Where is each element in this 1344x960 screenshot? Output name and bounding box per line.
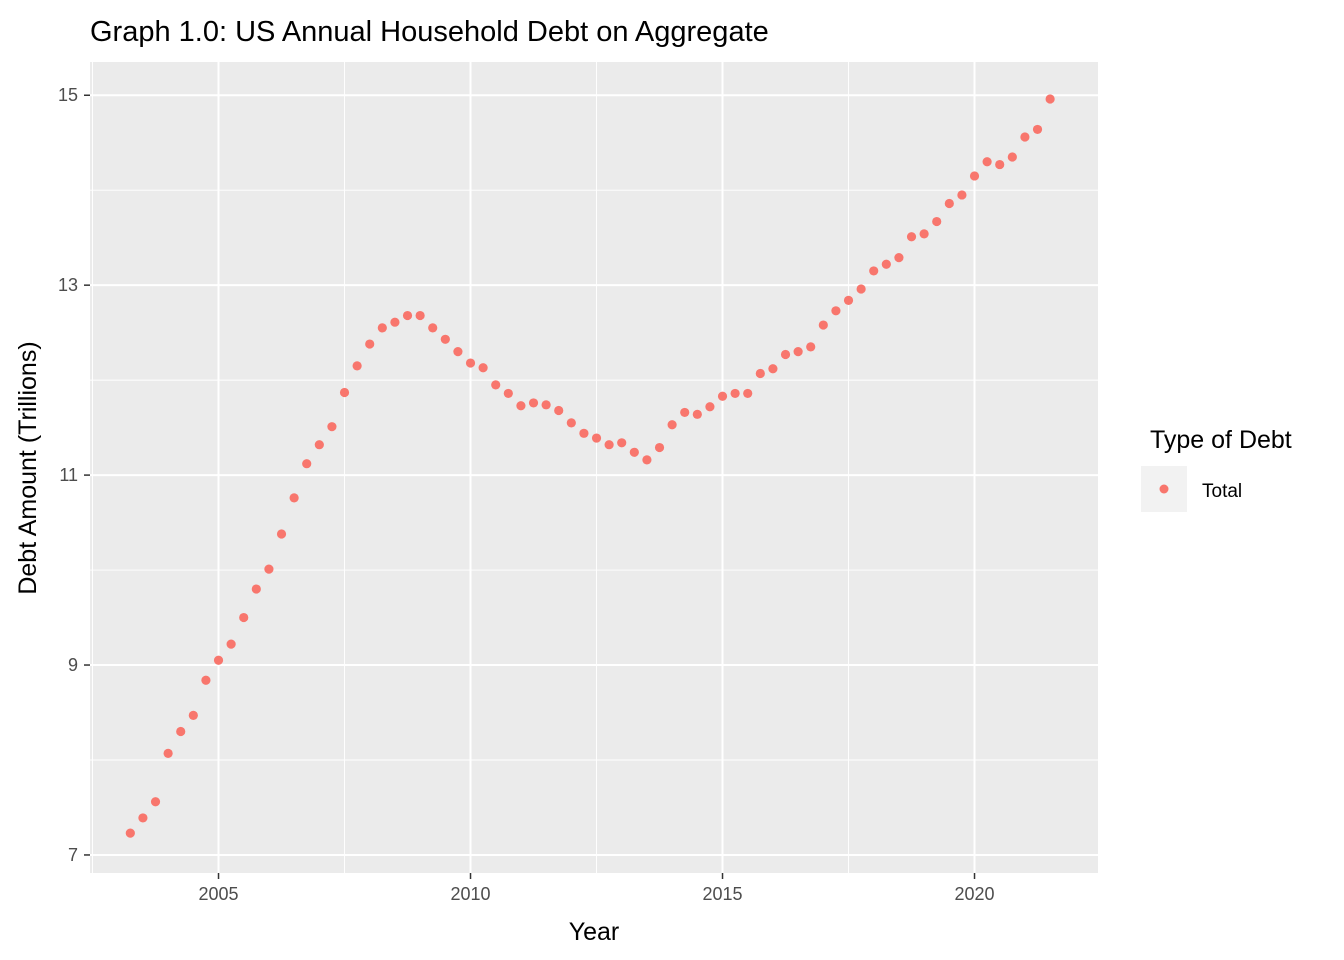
data-point [289,493,299,503]
y-tick-label: 11 [59,465,78,485]
data-point [415,310,425,321]
data-point [1032,124,1043,135]
data-point [957,190,967,200]
data-point [541,400,551,410]
data-point [302,459,312,469]
data-point [793,347,803,357]
data-point [843,295,854,305]
data-point [743,388,753,399]
x-tick-label: 2005 [198,884,238,904]
data-point [831,306,841,316]
y-tick-label: 15 [58,85,78,105]
data-point [163,748,173,758]
data-point [314,440,324,450]
data-point [528,398,539,408]
data-point [276,529,287,539]
data-point [780,349,791,360]
data-point [176,726,186,737]
data-point [604,440,614,450]
data-point [995,159,1005,170]
data-point [188,710,198,720]
data-point [251,584,261,594]
data-point [1020,132,1030,142]
data-point [1007,152,1017,162]
data-point [428,323,438,333]
data-point [932,216,942,227]
data-point [352,361,362,371]
data-point [440,334,450,344]
data-point [591,433,602,443]
data-point [617,438,627,448]
data-point [516,401,526,411]
data-point [503,388,513,399]
y-tick-label: 13 [58,275,78,295]
data-point [806,342,816,352]
data-point [818,320,828,330]
y-tick-label: 9 [68,655,78,675]
data-point [894,253,904,263]
data-point [768,364,778,374]
data-point [654,442,665,453]
data-point [680,407,690,418]
data-point [717,391,728,401]
y-axis: 7 9 11 13 15 [58,85,90,865]
data-point [642,455,652,465]
data-point [869,266,879,276]
minor-grid [90,62,1098,873]
data-point [327,422,337,432]
major-grid [90,62,1098,873]
data-point [339,387,350,398]
data-point [453,347,463,357]
x-tick-label: 2020 [954,884,994,904]
data-point [402,310,413,321]
data-point [629,447,639,457]
data-points [125,94,1055,838]
x-tick-label: 2015 [702,884,742,904]
data-point [150,797,161,807]
data-point [390,317,400,327]
data-point [478,363,488,373]
data-point [919,229,929,239]
legend-title: Type of Debt [1150,426,1292,454]
legend: Type of Debt Total [1141,426,1292,512]
data-point [692,409,702,419]
data-point [491,380,501,390]
data-point [969,171,980,181]
data-point [465,358,476,368]
data-point [755,368,765,379]
data-point [138,813,148,823]
data-point [554,405,564,416]
data-point [365,339,375,349]
data-point [705,402,715,412]
legend-marker [1159,484,1169,494]
data-point [856,284,866,294]
y-tick-label: 7 [68,845,78,865]
data-point [226,639,236,649]
data-point [213,655,224,665]
y-axis-title: Debt Amount (Trillions) [14,341,42,594]
x-axis-title: Year [569,918,620,946]
data-point [566,418,576,428]
chart-title: Graph 1.0: US Annual Household Debt on A… [90,16,769,48]
data-point [239,612,249,623]
plot-panel [90,62,1098,873]
data-point [579,428,589,438]
x-tick-label: 2010 [450,884,490,904]
legend-label-total: Total [1202,481,1242,502]
data-point [982,157,992,167]
data-point [125,828,135,838]
data-point [730,388,740,399]
data-point [1045,94,1055,104]
data-point [944,198,954,209]
data-point [377,323,387,333]
data-point [667,420,677,430]
data-point [201,675,211,685]
data-point [264,564,274,574]
x-axis: 2005 2010 2015 2020 [198,873,995,904]
data-point [906,232,917,242]
data-point [881,259,891,269]
